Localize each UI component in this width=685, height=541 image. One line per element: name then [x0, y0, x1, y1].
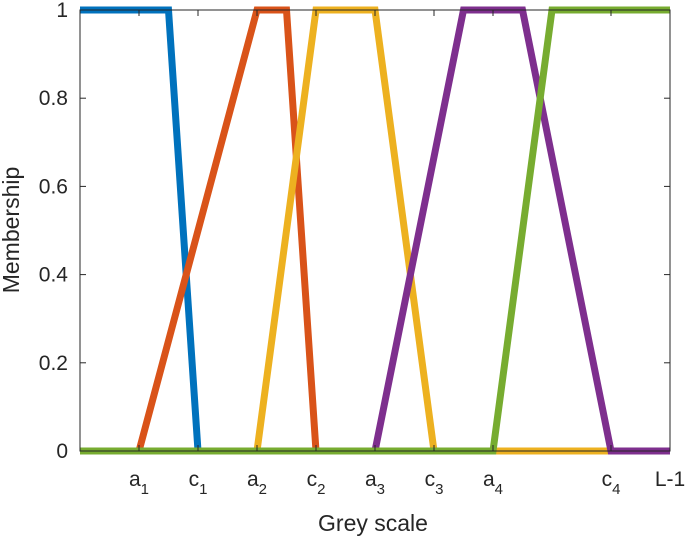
series-line-2: [80, 6, 670, 455]
plot-frame: [79, 9, 671, 452]
series-line-5: [80, 6, 670, 455]
y-tick-label: 0.2: [39, 352, 68, 375]
x-tick-label: a3: [365, 468, 385, 498]
x-tick-label: c3: [425, 468, 444, 498]
y-tick-label: 0.8: [39, 87, 68, 110]
series-line-3: [80, 6, 670, 455]
x-tick-label: a4: [483, 468, 503, 498]
series-line-4: [80, 6, 670, 455]
ticks-layer: 0 0.2 0.4 0.6 0.8 1 a1 c1 a2 c2 a3 c3 a4 c4 L-1: [39, 0, 685, 498]
x-tick-label: c1: [189, 468, 208, 498]
y-tick-label: 0.4: [39, 264, 69, 287]
series-line-1: [80, 6, 670, 455]
x-axis-title: Grey scale: [318, 510, 428, 536]
y-tick-label: 0: [56, 440, 68, 463]
x-tick-label: a2: [247, 468, 267, 498]
y-tick-label: 0.6: [39, 175, 68, 198]
y-tick-label: 1: [56, 0, 68, 22]
x-tick-label: L-1: [655, 468, 685, 491]
series-layer: [80, 6, 670, 455]
axes-layer: [79, 9, 671, 452]
x-tick-label: c2: [307, 468, 326, 498]
x-tick-label: c4: [602, 468, 621, 498]
x-tick-label: a1: [129, 468, 149, 498]
y-axis-title: Membership: [0, 167, 24, 294]
